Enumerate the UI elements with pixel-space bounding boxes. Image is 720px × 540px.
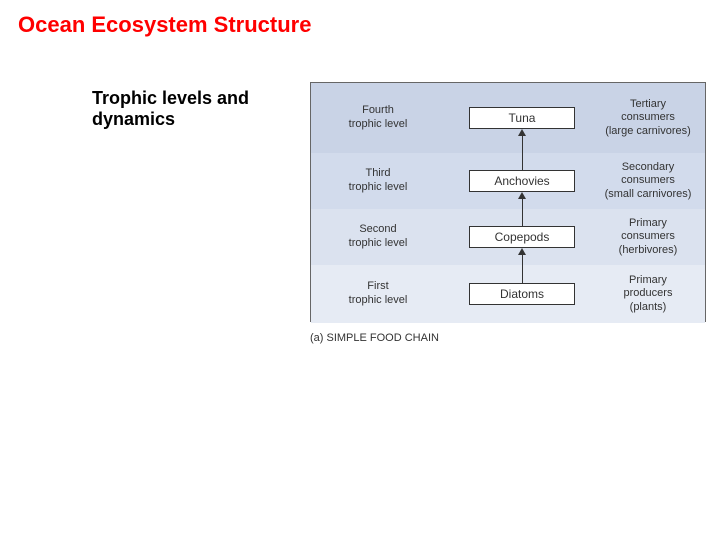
consumer-label: Primaryconsumers(herbivores): [591, 217, 705, 257]
flow-arrow: [522, 135, 523, 170]
organism-box: Diatoms: [469, 283, 575, 305]
subtitle: Trophic levels and dynamics: [92, 88, 262, 130]
diagram-caption: (a) SIMPLE FOOD CHAIN: [310, 332, 439, 344]
organism-box: Tuna: [469, 107, 575, 129]
food-chain-diagram: Fourthtrophic level Tertiaryconsumers(lar…: [310, 82, 706, 322]
organism-box: Anchovies: [469, 170, 575, 192]
flow-arrow: [522, 254, 523, 283]
trophic-level-label: Fourthtrophic level: [323, 104, 433, 132]
consumer-label: Primaryproducers(plants): [591, 274, 705, 314]
arrow-head-icon: [518, 129, 526, 136]
arrow-head-icon: [518, 192, 526, 199]
trophic-level-label: Firsttrophic level: [323, 280, 433, 308]
page-title: Ocean Ecosystem Structure: [18, 12, 311, 38]
arrow-head-icon: [518, 248, 526, 255]
trophic-level-label: Thirdtrophic level: [323, 167, 433, 195]
organism-box: Copepods: [469, 226, 575, 248]
consumer-label: Secondaryconsumers(small carnivores): [591, 161, 705, 201]
trophic-level-label: Secondtrophic level: [323, 223, 433, 251]
flow-arrow: [522, 198, 523, 226]
consumer-label: Tertiaryconsumers(large carnivores): [591, 98, 705, 138]
